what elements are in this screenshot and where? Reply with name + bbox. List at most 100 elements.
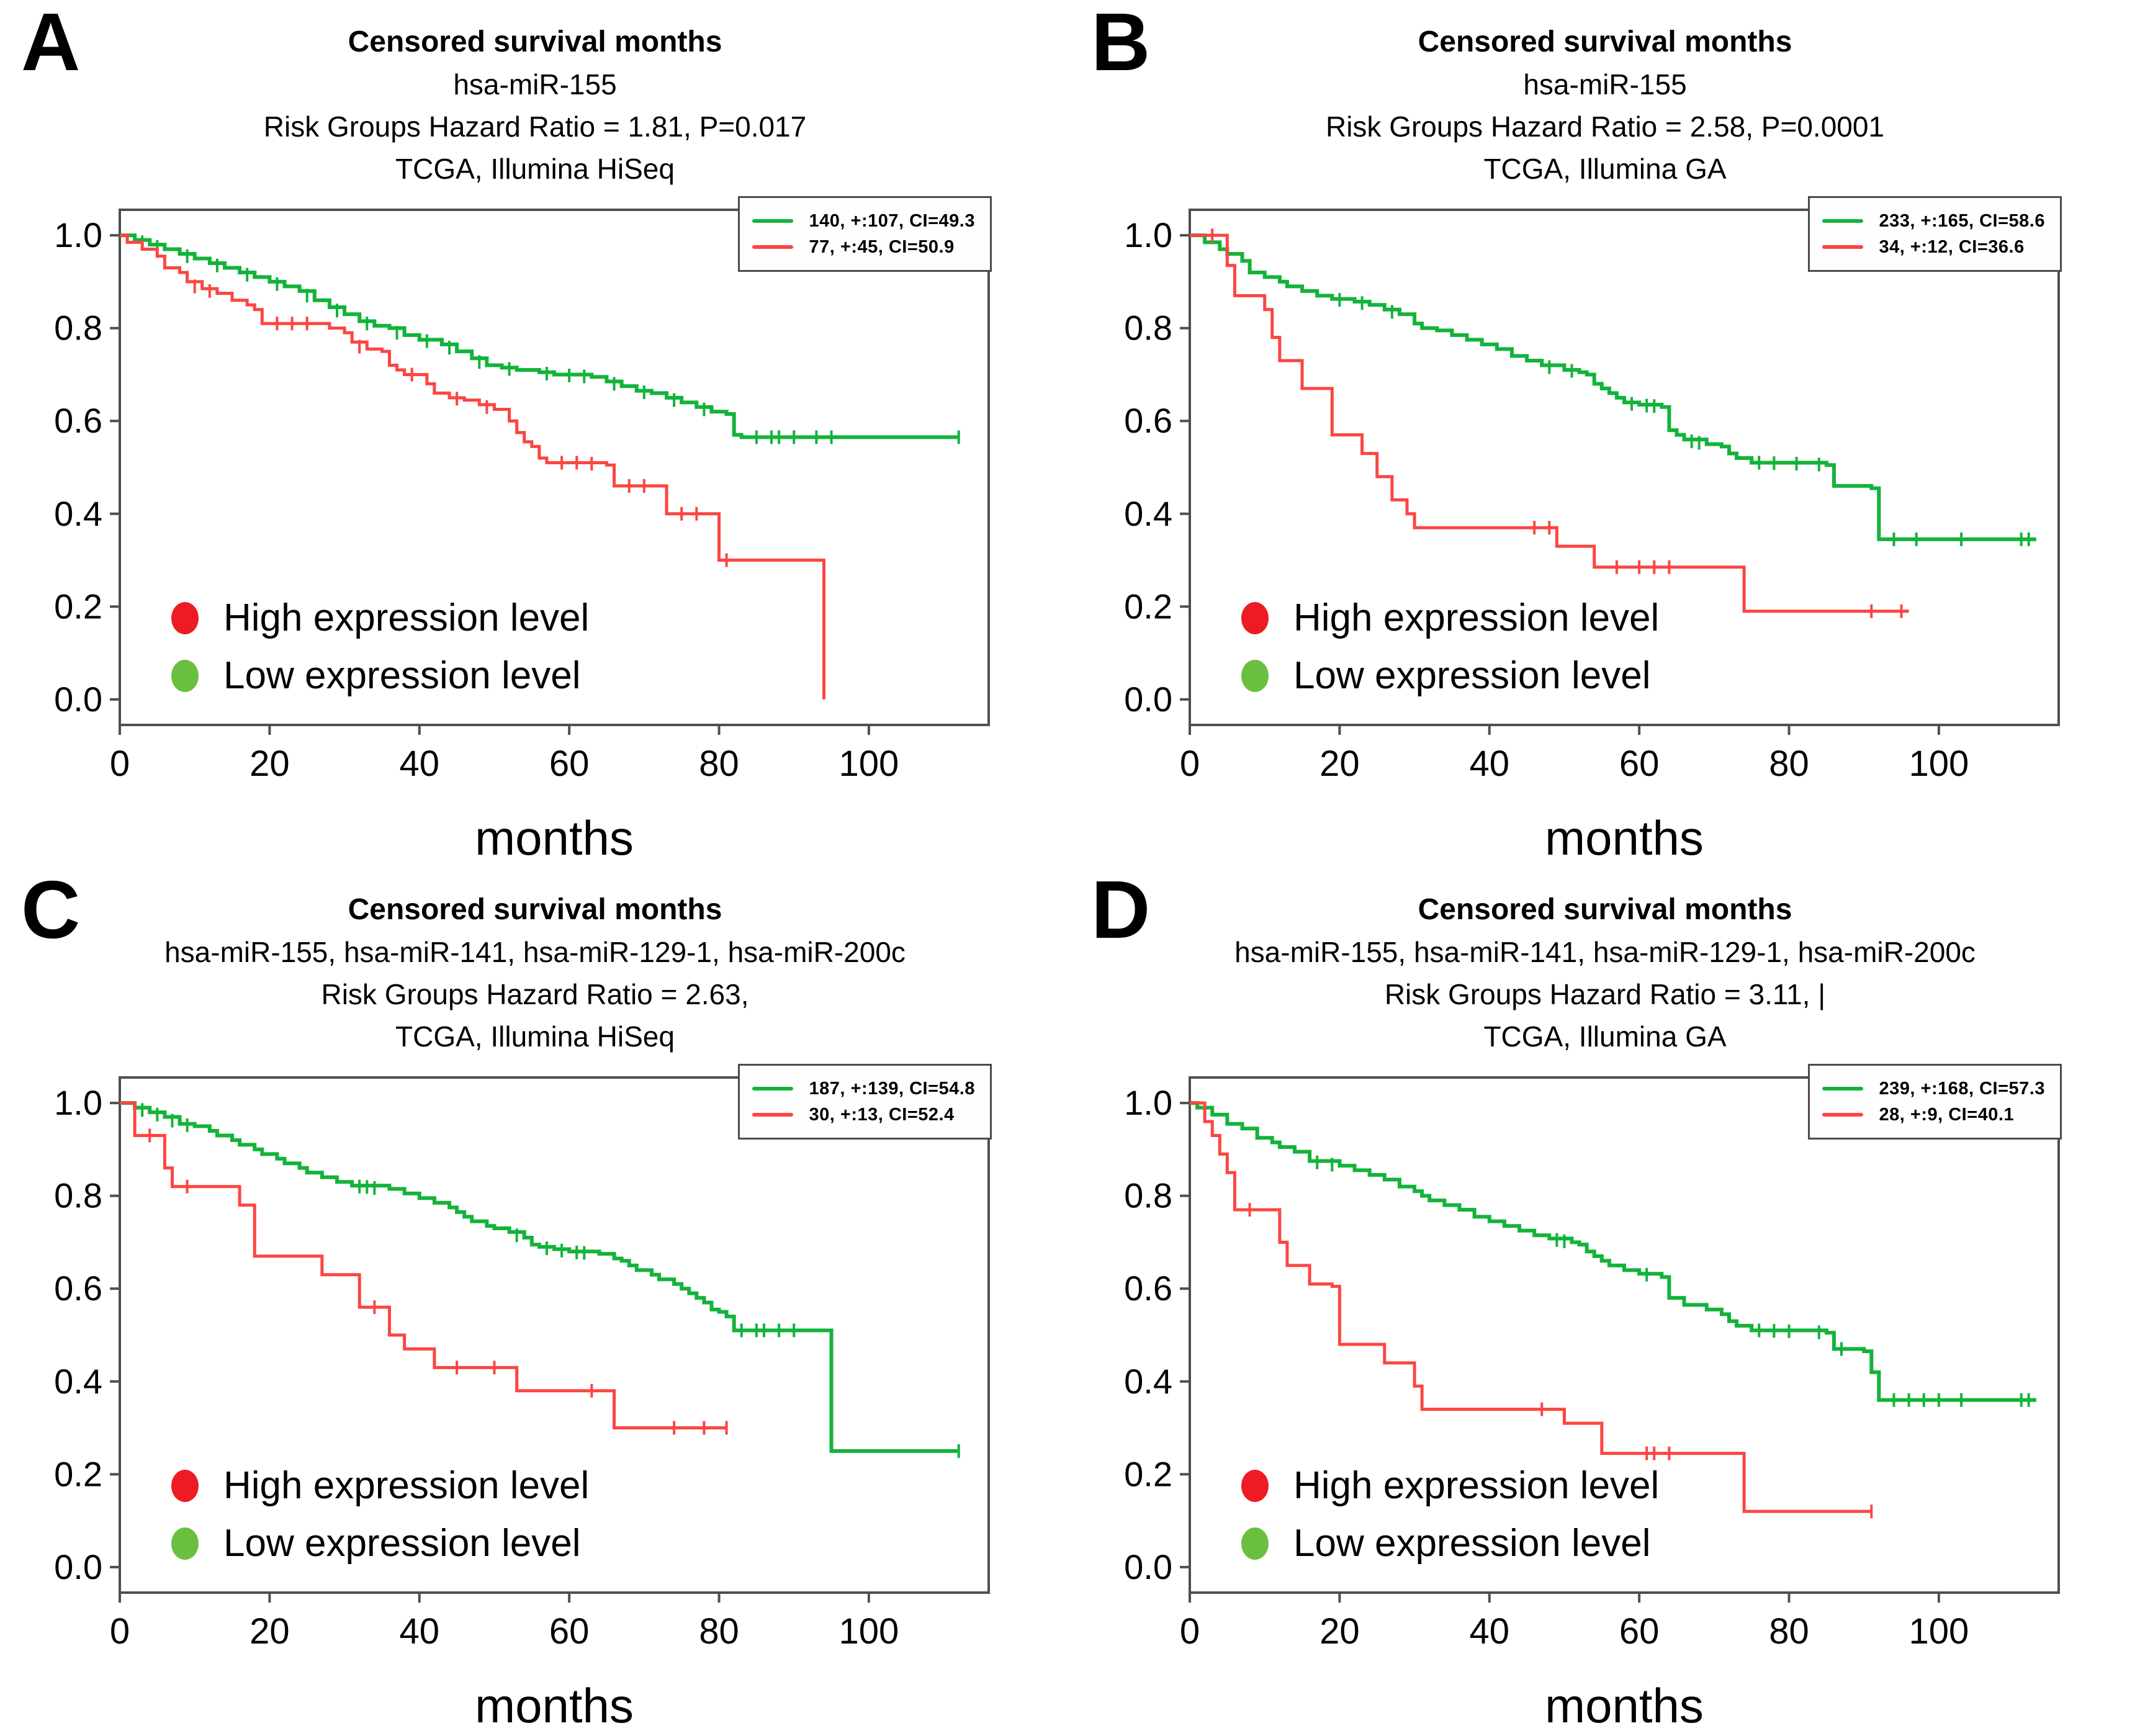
- low-expression-label: Low expression level: [223, 654, 581, 697]
- panel-c: C Censored survival months hsa-miR-155, …: [0, 868, 1070, 1736]
- series-legend-row-low: 239, +:168, CI=57.3: [1822, 1076, 2045, 1102]
- series-legend-label-high: 77, +:45, CI=50.9: [809, 236, 955, 257]
- low-expression-row: Low expression level: [171, 654, 589, 698]
- series-legend-row-high: 30, +:13, CI=52.4: [752, 1102, 975, 1128]
- low-expression-label: Low expression level: [223, 1522, 581, 1565]
- chart-title: Censored survival months: [1418, 893, 1792, 926]
- svg-text:100: 100: [839, 744, 899, 784]
- low-expression-dot-icon: [171, 659, 199, 692]
- svg-text:0: 0: [1180, 1611, 1200, 1652]
- series-legend: 140, +:107, CI=49.3 77, +:45, CI=50.9: [737, 196, 992, 272]
- svg-text:0.2: 0.2: [54, 1454, 102, 1493]
- chart-subtitle-hazard: Risk Groups Hazard Ratio = 2.58, P=0.000…: [1325, 110, 1885, 143]
- svg-text:60: 60: [549, 1611, 590, 1652]
- series-legend-row-high: 34, +:12, CI=36.6: [1822, 234, 2045, 260]
- high-expression-dot-icon: [171, 1469, 199, 1502]
- green-line-swatch: [1822, 219, 1863, 223]
- plot-area: 0.0 0.2 0.4 0.6 0.8 1.0 0 20 40 60 80 100 233, +:16…: [1087, 191, 2118, 866]
- svg-text:0.8: 0.8: [1124, 308, 1172, 348]
- svg-text:60: 60: [1619, 1611, 1660, 1652]
- panel-a-titles: Censored survival months hsa-miR-155 Ris…: [0, 21, 1070, 190]
- series-legend-label-high: 34, +:12, CI=36.6: [1879, 236, 2025, 257]
- green-line-swatch: [752, 219, 793, 223]
- svg-text:0.6: 0.6: [54, 401, 102, 440]
- panel-b: B Censored survival months hsa-miR-155 R…: [1070, 0, 2140, 868]
- svg-text:0.4: 0.4: [1124, 1362, 1172, 1401]
- low-expression-row: Low expression level: [1241, 1521, 1659, 1565]
- chart-subtitle-source: TCGA, Illumina GA: [1483, 153, 1727, 185]
- chart-subtitle-hazard: Risk Groups Hazard Ratio = 3.11, |: [1384, 978, 1826, 1010]
- high-expression-dot-icon: [171, 601, 199, 634]
- svg-text:1.0: 1.0: [54, 1083, 102, 1122]
- expression-legend: High expression level Low expression lev…: [1241, 596, 1659, 711]
- x-axis-label: months: [475, 811, 634, 865]
- svg-text:80: 80: [699, 1611, 739, 1652]
- red-line-swatch: [1822, 245, 1863, 249]
- chart-title: Censored survival months: [1418, 25, 1792, 58]
- low-expression-label: Low expression level: [1293, 654, 1651, 697]
- x-axis-label: months: [1545, 1678, 1704, 1733]
- svg-text:0.8: 0.8: [54, 308, 102, 348]
- high-expression-label: High expression level: [223, 596, 590, 639]
- svg-text:80: 80: [1769, 744, 1809, 784]
- svg-text:60: 60: [1619, 744, 1660, 784]
- svg-text:0.0: 0.0: [54, 680, 102, 719]
- chart-subtitle-mirna: hsa-miR-155, hsa-miR-141, hsa-miR-129-1,…: [164, 936, 906, 968]
- low-expression-dot-icon: [171, 1527, 199, 1560]
- series-legend-row-high: 77, +:45, CI=50.9: [752, 234, 975, 260]
- panel-d: D Censored survival months hsa-miR-155, …: [1070, 868, 2140, 1736]
- svg-text:0.8: 0.8: [1124, 1176, 1172, 1215]
- chart-subtitle-source: TCGA, Illumina HiSeq: [395, 1020, 675, 1053]
- high-expression-dot-icon: [1241, 601, 1269, 634]
- series-legend-label-high: 30, +:13, CI=52.4: [809, 1104, 955, 1125]
- chart-subtitle-mirna: hsa-miR-155, hsa-miR-141, hsa-miR-129-1,…: [1234, 936, 1976, 968]
- plot-area: 0.0 0.2 0.4 0.6 0.8 1.0 0 20 40 60 80 100 140, +:10…: [17, 191, 1048, 866]
- high-expression-row: High expression level: [1241, 596, 1659, 640]
- chart-subtitle-mirna: hsa-miR-155: [453, 68, 617, 101]
- svg-text:40: 40: [1470, 744, 1510, 784]
- series-legend-label-low: 187, +:139, CI=54.8: [809, 1078, 975, 1099]
- svg-text:20: 20: [250, 1611, 290, 1652]
- x-axis-label: months: [475, 1678, 634, 1733]
- red-line-swatch: [752, 1113, 793, 1117]
- series-legend-row-high: 28, +:9, CI=40.1: [1822, 1102, 2045, 1128]
- series-legend: 187, +:139, CI=54.8 30, +:13, CI=52.4: [737, 1064, 992, 1140]
- svg-text:0.0: 0.0: [54, 1547, 102, 1586]
- svg-text:0.0: 0.0: [1124, 680, 1172, 719]
- km-plot: 0.0 0.2 0.4 0.6 0.8 1.0 0 20 40 60 80 100: [1124, 209, 2060, 784]
- series-legend: 233, +:165, CI=58.6 34, +:12, CI=36.6: [1807, 196, 2062, 272]
- series-legend-label-high: 28, +:9, CI=40.1: [1879, 1104, 2015, 1125]
- low-expression-label: Low expression level: [1293, 1522, 1651, 1565]
- chart-title: Censored survival months: [348, 893, 722, 926]
- red-line-swatch: [1822, 1113, 1863, 1117]
- km-plot: 0.0 0.2 0.4 0.6 0.8 1.0 0 20 40 60 80 100: [54, 1076, 990, 1652]
- series-legend-row-low: 187, +:139, CI=54.8: [752, 1076, 975, 1102]
- series-legend-label-low: 233, +:165, CI=58.6: [1879, 210, 2045, 231]
- plot-area: 0.0 0.2 0.4 0.6 0.8 1.0 0 20 40 60 80 100 187, +:13…: [17, 1059, 1048, 1734]
- panel-c-titles: Censored survival months hsa-miR-155, hs…: [0, 889, 1070, 1058]
- svg-text:20: 20: [1320, 1611, 1360, 1652]
- panel-b-label: B: [1091, 0, 1151, 88]
- chart-subtitle-hazard: Risk Groups Hazard Ratio = 1.81, P=0.017: [263, 110, 807, 143]
- svg-text:60: 60: [549, 744, 590, 784]
- panel-a-label: A: [21, 0, 81, 88]
- expression-legend: High expression level Low expression lev…: [171, 596, 589, 711]
- series-legend-row-low: 233, +:165, CI=58.6: [1822, 208, 2045, 234]
- svg-text:40: 40: [400, 744, 440, 784]
- svg-text:0.4: 0.4: [54, 1362, 102, 1401]
- high-expression-dot-icon: [1241, 1469, 1269, 1502]
- svg-text:20: 20: [250, 744, 290, 784]
- svg-text:0.8: 0.8: [54, 1176, 102, 1215]
- high-expression-label: High expression level: [1293, 596, 1660, 639]
- svg-text:0.4: 0.4: [1124, 494, 1172, 533]
- high-expression-row: High expression level: [1241, 1464, 1659, 1508]
- svg-text:1.0: 1.0: [54, 215, 102, 254]
- svg-text:0.4: 0.4: [54, 494, 102, 533]
- svg-text:80: 80: [1769, 1611, 1809, 1652]
- chart-title: Censored survival months: [348, 25, 722, 58]
- low-expression-dot-icon: [1241, 659, 1269, 692]
- chart-subtitle-source: TCGA, Illumina GA: [1483, 1020, 1727, 1053]
- chart-subtitle-mirna: hsa-miR-155: [1523, 68, 1687, 101]
- series-legend: 239, +:168, CI=57.3 28, +:9, CI=40.1: [1807, 1064, 2062, 1140]
